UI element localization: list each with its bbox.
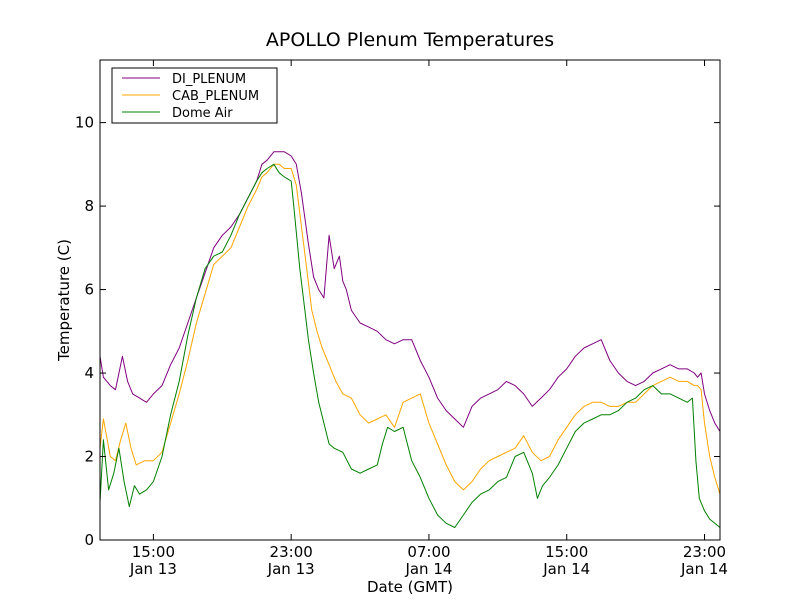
plot-frame xyxy=(99,59,721,541)
x-tick-label-date: Jan 14 xyxy=(680,560,728,578)
x-tick-label-date: Jan 13 xyxy=(129,560,177,578)
y-axis-ticks: 0 2 4 6 8 10 xyxy=(75,114,720,549)
chart-title: APOLLO Plenum Temperatures xyxy=(266,29,554,51)
x-tick-label-time: 23:00 xyxy=(683,543,726,561)
y-tick-label: 0 xyxy=(84,531,94,549)
series-line-cab-plenum xyxy=(99,163,721,495)
legend-label: DI_PLENUM xyxy=(172,72,246,87)
x-tick-label-date: Jan 13 xyxy=(267,560,315,578)
legend: DI_PLENUM CAB_PLENUM Dome Air xyxy=(111,67,278,124)
y-tick-label: 6 xyxy=(84,281,94,299)
x-tick-label-time: 07:00 xyxy=(407,543,450,561)
x-tick-label-date: Jan 14 xyxy=(542,560,590,578)
x-tick-label-time: 15:00 xyxy=(545,543,588,561)
legend-label: Dome Air xyxy=(172,106,233,121)
x-tick-label-time: 23:00 xyxy=(270,543,313,561)
y-tick-label: 4 xyxy=(84,364,94,382)
x-tick-label-time: 15:00 xyxy=(132,543,175,561)
y-tick-label: 10 xyxy=(75,114,94,132)
series-line-dome-air xyxy=(99,163,721,528)
series-layer xyxy=(99,151,721,528)
y-axis-label: Temperature (C) xyxy=(55,239,73,362)
x-tick-label-date: Jan 14 xyxy=(404,560,452,578)
y-tick-label: 2 xyxy=(84,448,94,466)
y-tick-label: 8 xyxy=(84,197,94,215)
plot-area xyxy=(100,60,720,540)
x-axis-label: Date (GMT) xyxy=(367,578,453,596)
legend-label: CAB_PLENUM xyxy=(172,89,259,104)
